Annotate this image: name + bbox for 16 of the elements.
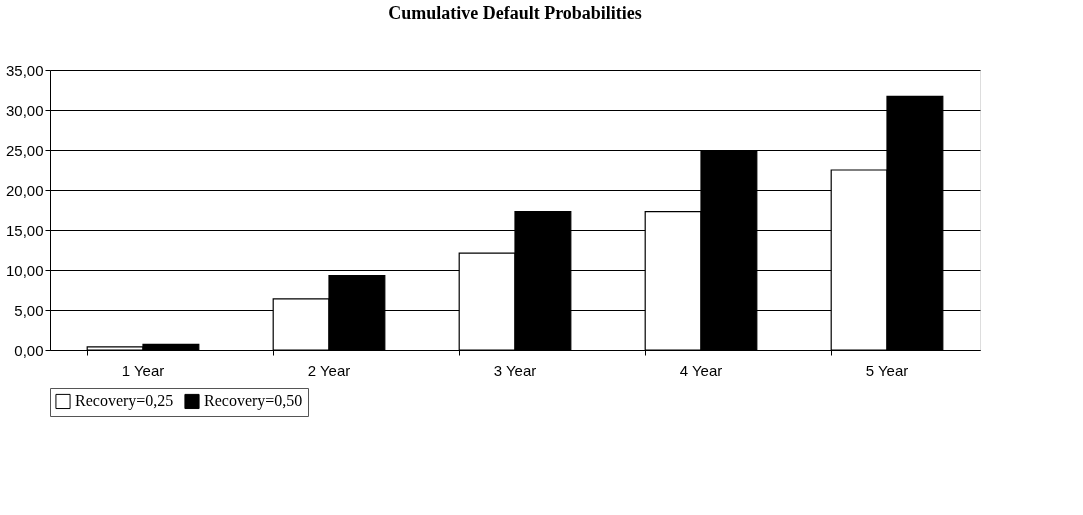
x-tick-label: 1 Year [121,361,165,379]
y-tick-label: 10,00 [5,261,44,279]
y-tick-label: 35,00 [5,61,44,79]
chart-title: Cumulative Default Probabilities [388,3,642,23]
x-tick-label: 2 Year [307,361,351,379]
y-tick-label: 5,00 [14,301,44,319]
y-tick-label: 0,00 [14,341,44,359]
x-tick-label: 3 Year [493,361,537,379]
x-tick-label: 5 Year [865,361,909,379]
y-tick-label: 15,00 [5,221,44,239]
legend-label: Recovery=0,50 [204,392,303,411]
y-tick-label: 30,00 [5,101,44,119]
y-tick-label: 25,00 [5,141,44,159]
y-tick-label: 20,00 [5,181,44,199]
x-tick-label: 4 Year [679,361,723,379]
legend-label: Recovery=0,25 [75,392,174,411]
